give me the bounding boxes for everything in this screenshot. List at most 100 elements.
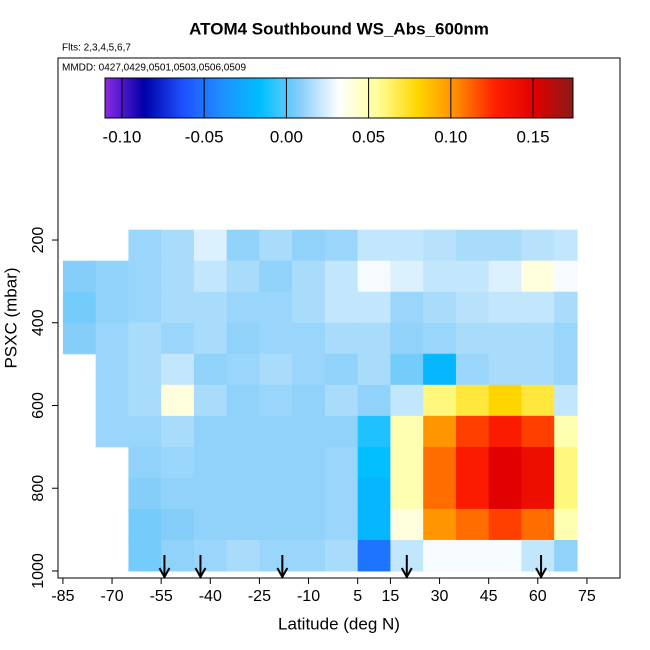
heat-cell <box>226 260 260 293</box>
heat-cell <box>193 539 228 572</box>
heat-cell <box>357 384 391 417</box>
heat-cell <box>390 353 424 386</box>
heat-cell <box>488 508 522 541</box>
x-tick-label: 60 <box>529 588 547 605</box>
heat-cell <box>95 415 129 448</box>
heat-cell <box>488 446 522 479</box>
heat-cell <box>324 353 359 386</box>
heat-cell <box>128 477 162 510</box>
heat-cell <box>423 415 457 448</box>
heat-cell <box>423 322 457 355</box>
heat-cell <box>292 508 326 541</box>
heat-cell <box>521 477 555 510</box>
heat-cell <box>521 539 555 572</box>
heat-cell <box>554 446 578 479</box>
heat-cell <box>488 384 522 417</box>
heat-cell <box>423 260 457 293</box>
arrow <box>158 555 171 580</box>
heat-cell <box>193 353 228 386</box>
heat-cell <box>455 353 490 386</box>
heat-cell <box>193 477 228 510</box>
colorbar-tick-label: 0.15 <box>516 127 549 146</box>
arrow <box>400 555 413 580</box>
heat-cell <box>226 508 260 541</box>
heat-cell <box>128 539 162 572</box>
heat-cell <box>357 446 391 479</box>
heat-cell <box>226 415 260 448</box>
heat-cell <box>62 260 97 293</box>
subtitle: Flts: 2,3,4,5,6,7 <box>62 43 131 54</box>
heat-cell <box>423 384 457 417</box>
x-tick-label: 30 <box>431 588 449 605</box>
heat-cell <box>521 415 555 448</box>
heat-cell <box>488 415 522 448</box>
heat-cell <box>324 260 359 293</box>
colorbar-tick-label: -0.05 <box>185 127 224 146</box>
heat-cell <box>324 322 359 355</box>
heat-cell <box>161 415 195 448</box>
heat-cell <box>324 384 359 417</box>
heat-cell <box>161 322 195 355</box>
heat-cell <box>193 508 228 541</box>
heat-cell <box>554 353 578 386</box>
heat-cell <box>95 384 129 417</box>
heat-cell <box>521 508 555 541</box>
arrow-head <box>276 567 289 580</box>
heat-cell <box>554 477 578 510</box>
heat-cell <box>128 415 162 448</box>
heat-cell <box>521 353 555 386</box>
heat-cell <box>521 322 555 355</box>
x-axis-label: Latitude (deg N) <box>278 614 400 633</box>
heat-cell <box>161 229 195 262</box>
heat-cell <box>357 322 391 355</box>
heat-cell <box>455 260 490 293</box>
heat-cell <box>193 229 228 262</box>
heat-cell <box>161 446 195 479</box>
heat-cell <box>357 353 391 386</box>
heat-cell <box>357 291 391 324</box>
heat-cell <box>357 508 391 541</box>
heat-cell <box>128 508 162 541</box>
heat-cell <box>521 260 555 293</box>
heat-cell <box>554 291 578 324</box>
colorbar-tick-label: -0.10 <box>103 127 142 146</box>
heat-cell <box>324 539 359 572</box>
heat-cell <box>324 229 359 262</box>
chart-title: ATOM4 Southbound WS_Abs_600nm <box>189 19 489 38</box>
heat-cell <box>455 384 490 417</box>
heat-cell <box>521 446 555 479</box>
heat-cell <box>128 229 162 262</box>
heat-cell <box>259 508 293 541</box>
y-tick-label: 400 <box>30 309 47 336</box>
heat-cell <box>95 291 129 324</box>
x-tick-label: -25 <box>248 588 271 605</box>
heat-cell <box>259 322 293 355</box>
heat-cell <box>455 415 490 448</box>
heat-cell <box>357 539 391 572</box>
heat-cell <box>62 322 97 355</box>
y-tick-label: 600 <box>30 392 47 419</box>
y-axis-label: PSXC (mbar) <box>1 267 20 368</box>
arrow-head <box>158 567 171 580</box>
heat-cell <box>324 446 359 479</box>
x-tick-label: -10 <box>297 588 320 605</box>
heat-cell <box>128 353 162 386</box>
heat-cell <box>292 539 326 572</box>
heat-cell <box>259 415 293 448</box>
heat-cell <box>390 291 424 324</box>
heat-cell <box>95 322 129 355</box>
plot-frame <box>57 57 621 579</box>
heat-cell <box>423 291 457 324</box>
y-tick-label: 1000 <box>30 553 47 589</box>
heat-cell <box>161 291 195 324</box>
heat-cell <box>161 260 195 293</box>
heat-cell <box>324 291 359 324</box>
heat-cell <box>226 322 260 355</box>
heat-cell <box>259 229 293 262</box>
heat-cell <box>423 446 457 479</box>
heat-cell <box>357 229 391 262</box>
heat-cell <box>292 415 326 448</box>
arrow <box>194 555 207 580</box>
colorbar-tick-label: 0.00 <box>270 127 303 146</box>
